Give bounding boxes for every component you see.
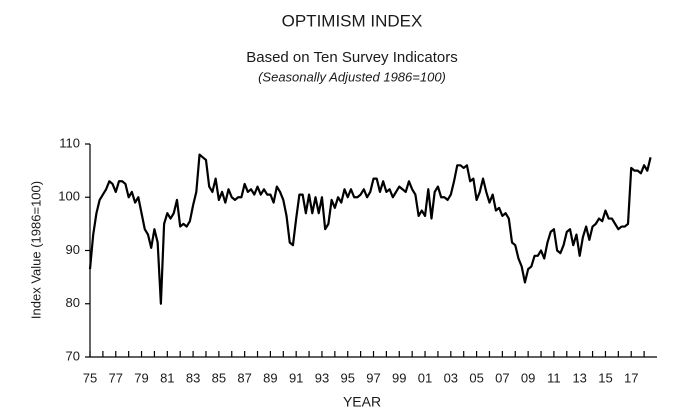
- x-tick-label: 89: [263, 370, 277, 385]
- x-tick-label: 13: [572, 370, 586, 385]
- x-tick-label: 17: [624, 370, 638, 385]
- x-tick-label: 99: [392, 370, 406, 385]
- x-tick-label: 87: [237, 370, 251, 385]
- x-tick-label: 83: [186, 370, 200, 385]
- data-line: [88, 153, 652, 305]
- x-tick-label: 75: [83, 370, 97, 385]
- chart-subtitle: Based on Ten Survey Indicators: [246, 49, 458, 66]
- x-tick-label: 97: [366, 370, 380, 385]
- x-tick-label: 81: [160, 370, 174, 385]
- chart-title: OPTIMISM INDEX: [282, 11, 423, 30]
- x-axis-label: YEAR: [343, 394, 381, 410]
- x-tick-label: 15: [598, 370, 612, 385]
- x-tick-label: 79: [134, 370, 148, 385]
- x-tick-label: 85: [212, 370, 226, 385]
- y-tick-label: 70: [66, 348, 80, 363]
- x-tick-label: 09: [521, 370, 535, 385]
- y-tick-label: 100: [58, 189, 80, 204]
- x-tick-label: 77: [109, 370, 123, 385]
- y-tick-label: 110: [59, 135, 80, 150]
- y-tick-label: 80: [66, 295, 80, 310]
- x-tick-label: 91: [289, 370, 303, 385]
- x-tick-label: 95: [340, 370, 354, 385]
- x-tick-label: 05: [469, 370, 483, 385]
- y-tick-label: 90: [66, 242, 80, 257]
- x-tick-label: 03: [444, 370, 458, 385]
- x-tick-label: 01: [418, 370, 432, 385]
- x-tick-label: 11: [547, 370, 561, 385]
- chart-note: (Seasonally Adjusted 1986=100): [258, 69, 446, 84]
- x-tick-label: 93: [315, 370, 329, 385]
- x-tick-label: 07: [495, 370, 509, 385]
- y-axis-label: Index Value (1986=100): [28, 181, 43, 319]
